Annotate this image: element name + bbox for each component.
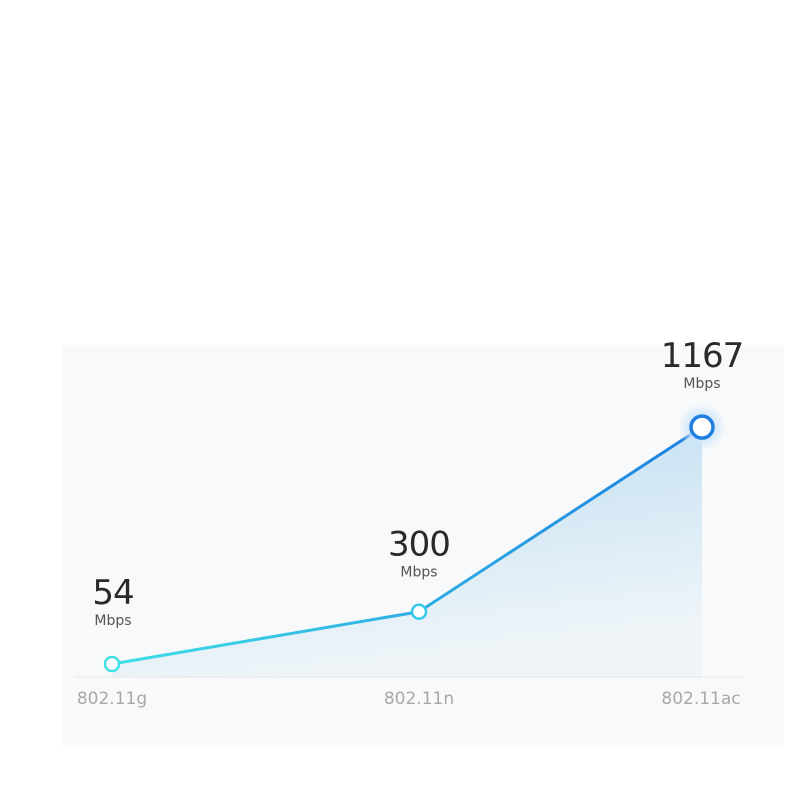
x-tick-label: 802.11g	[77, 689, 147, 709]
area-fill	[112, 427, 702, 677]
data-point	[410, 603, 428, 620]
data-label-unit: Mbps	[683, 376, 720, 392]
data-point	[689, 414, 715, 440]
data-label-unit: Mbps	[400, 565, 437, 581]
x-tick-label: 802.11ac	[661, 689, 740, 709]
data-label-value: 54	[92, 573, 133, 613]
data-label-value: 300	[388, 525, 450, 565]
data-label-unit: Mbps	[94, 613, 131, 629]
data-point	[103, 655, 121, 673]
data-label-value: 1167	[661, 336, 744, 376]
x-tick-label: 802.11n	[384, 689, 454, 709]
